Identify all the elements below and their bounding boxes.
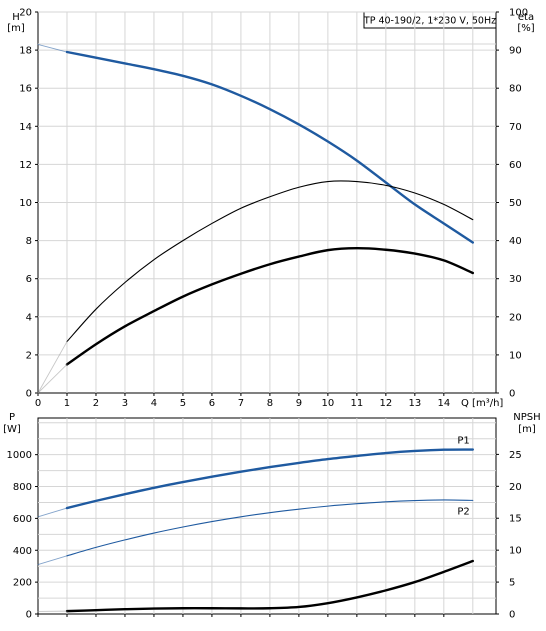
series-label-p1: P1 <box>457 436 469 447</box>
bottom-left-tick-label-800: 800 <box>13 482 32 493</box>
top-left-tick-label-6: 6 <box>26 274 32 285</box>
top-left-tick-label-20: 20 <box>19 8 32 19</box>
top-left-axis-name: H <box>12 12 20 23</box>
bottom-right-tick-label-0: 0 <box>509 610 515 621</box>
bottom-left-axis-name: P <box>9 412 15 423</box>
bottom-left-tick-label-600: 600 <box>13 514 32 525</box>
bottom-right-tick-label-15: 15 <box>509 514 522 525</box>
top-right-tick-label-20: 20 <box>509 312 522 323</box>
top-left-tick-label-2: 2 <box>26 350 32 361</box>
x-axis-label: Q [m³/h] <box>461 398 503 409</box>
bottom-left-axis-unit: [W] <box>3 424 21 435</box>
series-label-p2: P2 <box>457 506 469 517</box>
top-left-tick-label-0: 0 <box>26 389 32 400</box>
top-right-tick-label-60: 60 <box>509 160 522 171</box>
top-left-tick-label-8: 8 <box>26 236 32 247</box>
top-right-tick-label-80: 80 <box>509 84 522 95</box>
top-right-tick-label-10: 10 <box>509 350 522 361</box>
top-right-tick-label-70: 70 <box>509 122 522 133</box>
bottom-right-axis-unit: [m] <box>518 424 536 435</box>
top-left-tick-label-12: 12 <box>19 160 32 171</box>
bottom-right-axis-name: NPSH <box>513 412 540 423</box>
top-left-tick-label-18: 18 <box>19 46 32 57</box>
x-tick-label-0: 0 <box>35 398 41 409</box>
x-tick-label-11: 11 <box>350 398 363 409</box>
top-right-tick-label-40: 40 <box>509 236 522 247</box>
top-right-tick-label-90: 90 <box>509 46 522 57</box>
bottom-left-tick-label-200: 200 <box>13 578 32 589</box>
bottom-panel-frame <box>38 418 496 614</box>
x-tick-label-8: 8 <box>267 398 273 409</box>
x-tick-label-13: 13 <box>408 398 421 409</box>
x-tick-label-9: 9 <box>296 398 302 409</box>
top-right-tick-label-30: 30 <box>509 274 522 285</box>
bottom-left-tick-label-400: 400 <box>13 546 32 557</box>
top-left-axis-unit: [m] <box>7 23 25 34</box>
top-left-tick-label-10: 10 <box>19 198 32 209</box>
bottom-left-tick-label-0: 0 <box>26 610 32 621</box>
top-left-tick-label-16: 16 <box>19 84 32 95</box>
bottom-left-tick-label-1000: 1000 <box>7 450 32 461</box>
x-tick-label-12: 12 <box>379 398 392 409</box>
top-right-axis-unit: [%] <box>517 23 534 34</box>
top-left-tick-label-14: 14 <box>19 122 32 133</box>
x-tick-label-1: 1 <box>64 398 70 409</box>
x-tick-label-6: 6 <box>209 398 215 409</box>
bottom-right-tick-label-25: 25 <box>509 450 522 461</box>
chart-title: TP 40-190/2, 1*230 V, 50Hz <box>363 16 496 27</box>
x-tick-label-14: 14 <box>437 398 450 409</box>
bottom-right-tick-label-5: 5 <box>509 578 515 589</box>
top-right-tick-label-50: 50 <box>509 198 522 209</box>
bottom-right-tick-label-10: 10 <box>509 546 522 557</box>
top-right-axis-name: eta <box>518 12 534 23</box>
x-tick-label-10: 10 <box>322 398 335 409</box>
x-tick-label-4: 4 <box>151 398 157 409</box>
top-right-tick-label-0: 0 <box>509 389 515 400</box>
x-tick-label-5: 5 <box>180 398 186 409</box>
x-tick-label-3: 3 <box>122 398 128 409</box>
top-left-tick-label-4: 4 <box>26 312 32 323</box>
bottom-right-tick-label-20: 20 <box>509 482 522 493</box>
x-tick-label-2: 2 <box>93 398 99 409</box>
x-tick-label-7: 7 <box>238 398 244 409</box>
